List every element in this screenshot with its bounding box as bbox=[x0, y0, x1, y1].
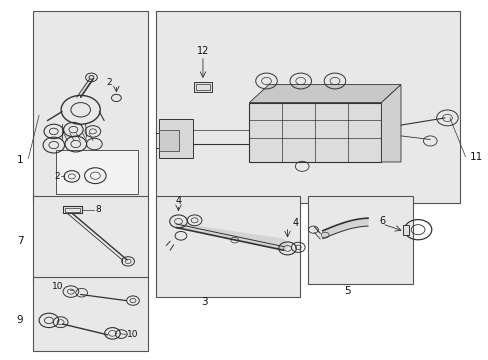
Polygon shape bbox=[322, 218, 367, 239]
Polygon shape bbox=[381, 85, 400, 162]
Text: 10: 10 bbox=[52, 282, 63, 291]
Bar bbox=[33, 277, 148, 351]
Bar bbox=[33, 196, 148, 284]
Bar bbox=[33, 11, 148, 203]
Text: 11: 11 bbox=[468, 152, 482, 162]
Text: 8: 8 bbox=[96, 205, 102, 215]
Bar bbox=[155, 196, 299, 297]
Bar bbox=[62, 206, 82, 213]
Text: 7: 7 bbox=[17, 236, 23, 246]
Text: 6: 6 bbox=[379, 216, 385, 226]
Bar bbox=[155, 11, 459, 203]
Bar bbox=[159, 130, 179, 151]
Bar bbox=[64, 208, 80, 212]
Text: 2: 2 bbox=[54, 172, 60, 181]
Bar bbox=[194, 82, 211, 92]
Text: 1: 1 bbox=[17, 155, 23, 165]
Text: 3: 3 bbox=[201, 297, 207, 307]
Text: 2: 2 bbox=[105, 78, 111, 87]
Text: 4: 4 bbox=[175, 196, 181, 206]
Bar bbox=[196, 84, 209, 90]
Text: 10: 10 bbox=[127, 330, 139, 339]
Bar bbox=[307, 196, 412, 284]
Polygon shape bbox=[249, 85, 400, 103]
Bar bbox=[159, 119, 193, 158]
Polygon shape bbox=[176, 224, 288, 250]
Bar bbox=[403, 225, 408, 235]
Text: 4: 4 bbox=[292, 218, 298, 228]
Bar bbox=[249, 103, 381, 162]
Text: 9: 9 bbox=[17, 315, 23, 325]
Bar bbox=[56, 150, 138, 194]
Text: 5: 5 bbox=[343, 286, 350, 296]
Text: 12: 12 bbox=[196, 46, 209, 56]
